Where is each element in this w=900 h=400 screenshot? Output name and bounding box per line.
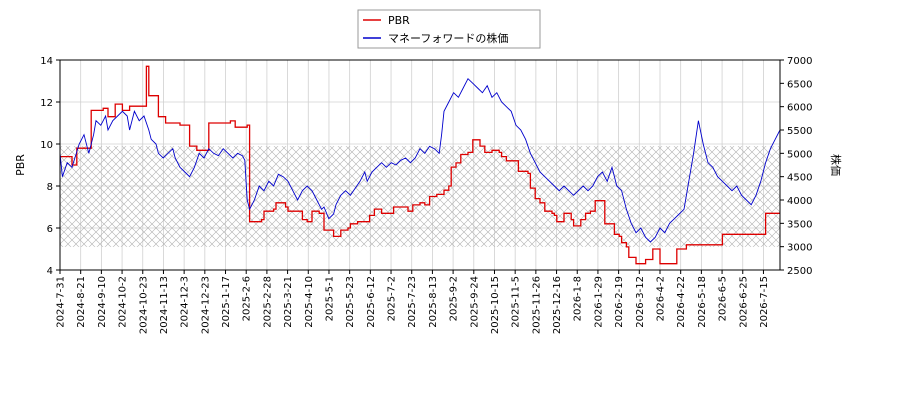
y-left-tick-label: 8: [47, 182, 53, 193]
x-tick-label: 2025-5-23: [345, 276, 356, 328]
x-tick-label: 2026-1-29: [593, 276, 604, 328]
x-tick-label: 2025-2-6: [242, 276, 253, 321]
x-tick-label: 2024-12-3: [180, 276, 191, 328]
hatched-band: [60, 146, 780, 247]
series-line-price: [59, 77, 781, 243]
legend-box: [357, 9, 541, 49]
y-right-tick-label: 2500: [787, 266, 812, 277]
y-left-tick-label: 12: [40, 98, 53, 109]
x-tick-label: 2026-3-12: [635, 276, 646, 328]
series-lines: [59, 65, 781, 265]
y-left-tick-label: 10: [40, 140, 53, 151]
legend: PBR マネーフォワードの株価: [357, 9, 541, 49]
x-tick-label: 2026-4-22: [676, 276, 687, 328]
x-tick-label: 2025-3-21: [283, 276, 294, 328]
y-axis-right-label: 株価: [829, 154, 843, 176]
y-axis-left-label: PBR: [14, 154, 27, 176]
x-tick-label: 2025-4-10: [304, 276, 315, 328]
x-tick-label: 2024-10-2: [118, 276, 129, 328]
x-tick-label: 2025-11-26: [531, 276, 542, 334]
legend-label-pbr: PBR: [388, 14, 410, 27]
x-tick-label: 2024-10-23: [138, 276, 149, 334]
x-tick-label: 2025-11-5: [511, 276, 522, 328]
x-tick-label: 2025-8-13: [428, 276, 439, 328]
x-tick-label: 2024-12-23: [200, 276, 211, 334]
y-right-tick-label: 6000: [787, 103, 812, 114]
y-left-tick-label: 4: [47, 266, 53, 277]
x-tick-label: 2025-7-23: [407, 276, 418, 328]
x-tick-label: 2024-8-21: [76, 276, 87, 328]
x-tick-label: 2025-5-1: [324, 276, 335, 321]
x-tick-label: 2025-9-24: [469, 276, 480, 328]
axes: 4 6 8 10 12 14 2500 3000 3500 4000 4500 5000 5500 600…: [40, 56, 812, 334]
y-left-tick-label: 6: [47, 224, 53, 235]
series-line-pbr: [60, 65, 780, 265]
y-right-tick-label: 3000: [787, 243, 812, 254]
x-tick-label: 2026-2-19: [614, 276, 625, 328]
y-right-tick-label: 5500: [787, 126, 812, 137]
x-tick-label: 2026-6-25: [738, 276, 749, 328]
plot-frame: [59, 59, 781, 271]
x-tick-label: 2026-5-18: [697, 276, 708, 328]
x-tick-label: 2025-12-16: [552, 276, 563, 334]
x-tick-label: 2025-9-2: [449, 276, 460, 321]
x-tick-label: 2024-9-10: [97, 276, 108, 328]
y-right-tick-label: 4000: [787, 196, 812, 207]
x-tick-label: 2025-10-15: [490, 276, 501, 334]
x-tick-label: 2024-7-31: [56, 276, 67, 328]
x-tick-label: 2025-2-28: [262, 276, 273, 328]
x-tick-label: 2026-6-5: [718, 276, 729, 321]
y-right-tick-label: 3500: [787, 219, 812, 230]
legend-label-price: マネーフォワードの株価: [388, 31, 508, 45]
y-right-tick-label: 4500: [787, 173, 812, 184]
x-tick-label: 2026-4-2: [656, 276, 667, 321]
x-tick-label: 2025-7-2: [387, 276, 398, 321]
x-tick-label: 2026-1-8: [573, 276, 584, 321]
x-tick-label: 2025-6-12: [366, 276, 377, 328]
x-tick-label: 2024-11-13: [159, 276, 170, 334]
y-right-tick-label: 7000: [787, 56, 812, 67]
y-right-tick-label: 5000: [787, 149, 812, 160]
x-tick-label: 2026-7-15: [759, 276, 770, 328]
y-left-tick-label: 14: [40, 56, 53, 67]
x-tick-label: 2025-1-17: [221, 276, 232, 328]
hatch-band-area: [60, 146, 780, 247]
y-right-tick-label: 6500: [787, 79, 812, 90]
